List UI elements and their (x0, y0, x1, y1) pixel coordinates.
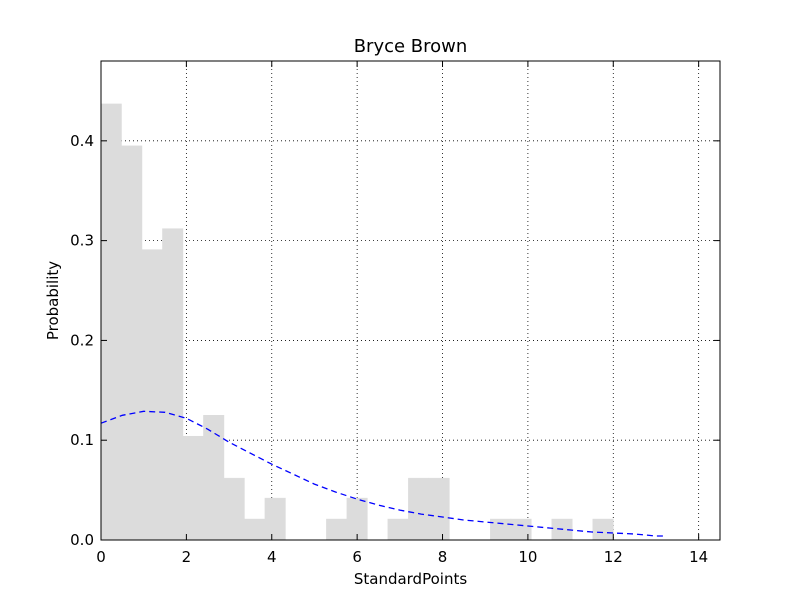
x-tick-label: 8 (438, 548, 448, 566)
histogram-bar (428, 477, 450, 541)
histogram-bar (387, 518, 409, 541)
histogram-bar (223, 477, 245, 541)
histogram-bar (182, 435, 204, 541)
x-axis-label: StandardPoints (354, 570, 467, 588)
chart-title: Bryce Brown (354, 36, 468, 57)
histogram-bar (244, 518, 266, 541)
histogram-bar (408, 477, 430, 541)
histogram-bar (162, 228, 184, 541)
histogram-bar (264, 497, 286, 541)
x-tick-label: 6 (352, 548, 362, 566)
histogram-bar (326, 518, 348, 541)
y-axis-label: Probability (44, 261, 62, 340)
y-tick-label: 0.3 (70, 232, 94, 250)
histogram-bar (141, 249, 163, 541)
histogram-bar (121, 145, 143, 541)
y-tick-label: 0.4 (70, 132, 94, 150)
y-tick-label: 0.2 (70, 331, 94, 349)
x-tick-label: 4 (267, 548, 277, 566)
ticks-layer: 0 2 4 6 8 10 12 14 0.0 0.1 0.2 0.3 0.4 (70, 61, 720, 566)
x-tick-label: 2 (182, 548, 192, 566)
histogram-bar (346, 497, 368, 541)
x-tick-label: 10 (518, 548, 537, 566)
fit-curve (100, 410, 665, 537)
plot-frame (100, 60, 721, 541)
y-tick-label: 0.1 (70, 431, 94, 449)
histogram-bar (592, 518, 614, 541)
x-tick-label: 14 (689, 548, 708, 566)
histogram-bar (100, 103, 122, 541)
y-tick-label: 0.0 (70, 531, 94, 549)
x-tick-label: 0 (96, 548, 106, 566)
x-tick-label: 12 (604, 548, 623, 566)
histogram-bars (100, 103, 614, 541)
histogram-bar (203, 415, 225, 541)
